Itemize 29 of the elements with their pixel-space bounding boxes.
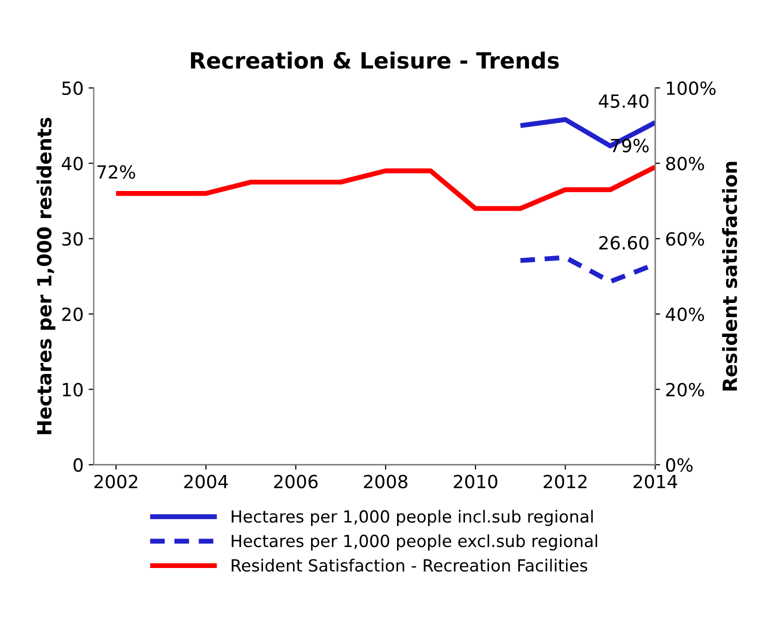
y-tick-label: 10 xyxy=(62,382,83,396)
legend-label: Hectares per 1,000 people excl.sub regional xyxy=(232,534,598,550)
y-tick-label: 20 xyxy=(62,307,83,322)
legend-label: Hectares per 1,000 people incl.sub regional xyxy=(232,510,593,526)
y-tick-label: 30 xyxy=(62,232,83,246)
data-label: 45.40 xyxy=(598,94,648,108)
x-tick-label: 2010 xyxy=(454,474,498,488)
x-tick-label: 2006 xyxy=(274,474,318,488)
y2-tick-label: 20% xyxy=(666,382,704,396)
x-tick-label: 2012 xyxy=(544,474,587,488)
data-label: 26.60 xyxy=(599,236,648,250)
x-tick-label: 2002 xyxy=(94,474,138,488)
y2-tick-label: 0% xyxy=(666,458,693,472)
y2-tick-label: 40% xyxy=(666,307,704,322)
y2-tick-label: 80% xyxy=(666,156,704,170)
y-axis-title: Hectares per 1,000 residents xyxy=(36,118,56,434)
data-label: 72% xyxy=(97,165,136,179)
y-tick-label: 40 xyxy=(62,156,83,170)
y2-axis-title: Resident satisfaction xyxy=(722,162,738,390)
x-tick-label: 2014 xyxy=(634,474,678,488)
y2-tick-label: 100% xyxy=(666,81,716,96)
x-tick-label: 2004 xyxy=(184,474,228,488)
y-tick-label: 50 xyxy=(62,81,83,96)
y2-tick-label: 60% xyxy=(666,232,704,246)
x-tick-label: 2008 xyxy=(364,474,408,488)
data-label: 79% xyxy=(610,138,649,152)
y-tick-label: 0 xyxy=(74,458,83,472)
chart-title: Recreation & Leisure - Trends xyxy=(191,52,559,69)
legend-label: Resident Satisfaction - Recreation Facilities xyxy=(232,558,588,572)
